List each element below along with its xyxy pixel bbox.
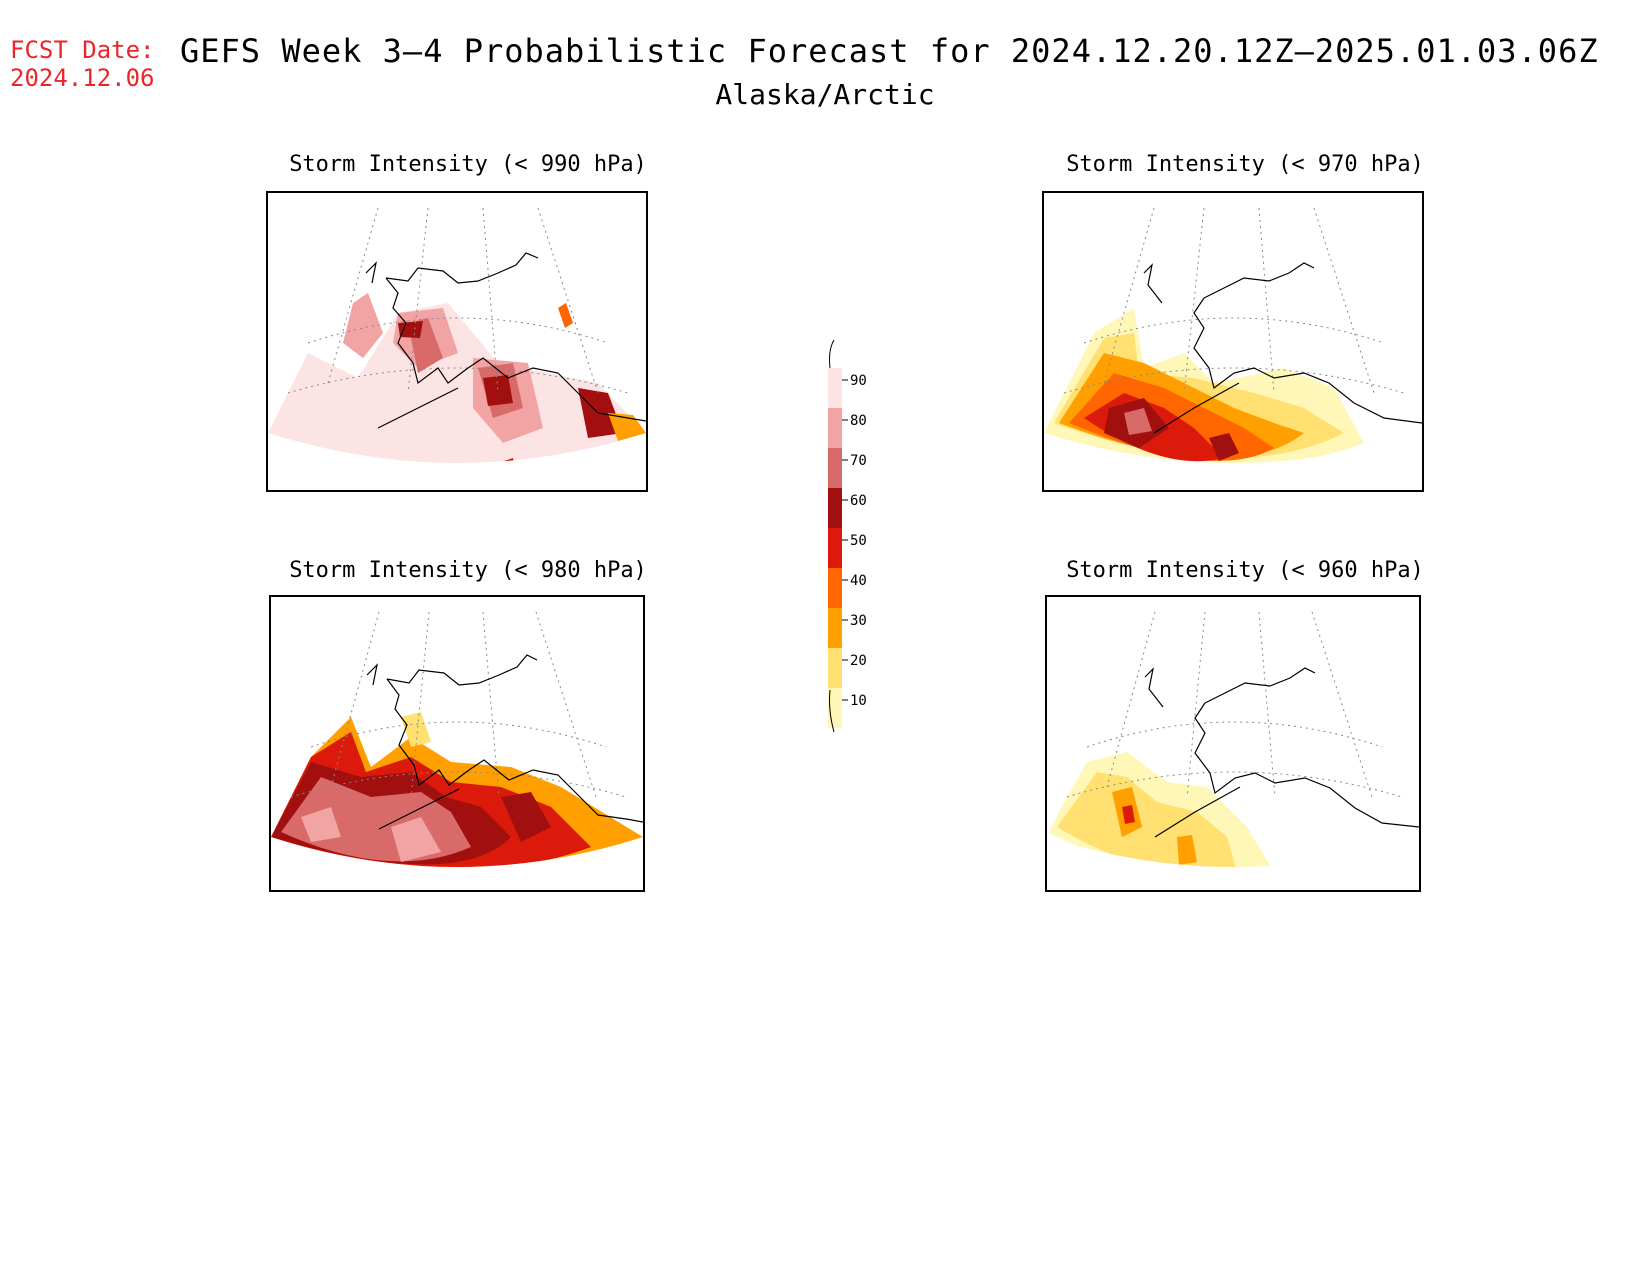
panel-title-960: Storm Intensity (< 960 hPa): [1066, 558, 1424, 583]
map-990: [268, 207, 646, 463]
legend-label-80: 80: [850, 413, 867, 429]
map-panel-980: [269, 595, 645, 892]
graticule-960: [1066, 611, 1403, 798]
legend-label-50: 50: [850, 533, 867, 549]
map-panel-960: [1045, 595, 1421, 892]
probability-fill-960: [1047, 752, 1349, 867]
graticule-980: [290, 611, 627, 798]
coastline-970: [1143, 262, 1422, 434]
legend-colorbar: [828, 339, 848, 733]
legend-label-40: 40: [850, 573, 867, 589]
probability-legend: 90 80 70 60 50 40 30 20 10: [820, 330, 880, 740]
coastline-990: [365, 252, 646, 429]
legend-swatch-80: [828, 408, 842, 448]
graticule-990: [287, 207, 629, 394]
graticule-970: [1063, 207, 1405, 394]
forecast-date-block: FCST Date: 2024.12.06: [10, 36, 155, 92]
legend-swatch-90: [828, 368, 842, 408]
forecast-date-value: 2024.12.06: [10, 64, 155, 92]
map-panel-970: [1042, 191, 1424, 492]
probability-fill-970: [1044, 308, 1364, 463]
map-960: [1047, 611, 1419, 867]
legend-label-10: 10: [850, 693, 867, 709]
probability-fill-990: [268, 293, 646, 463]
panel-title-980: Storm Intensity (< 980 hPa): [289, 558, 647, 583]
legend-label-60: 60: [850, 493, 867, 509]
legend-swatch-50: [828, 528, 842, 568]
legend-label-70: 70: [850, 453, 867, 469]
coastline-960: [1144, 667, 1419, 838]
forecast-date-label: FCST Date:: [10, 36, 155, 64]
legend-label-20: 20: [850, 653, 867, 669]
map-980: [271, 611, 643, 867]
panel-title-970: Storm Intensity (< 970 hPa): [1066, 152, 1424, 177]
legend-swatch-70: [828, 448, 842, 488]
legend-swatch-20: [828, 648, 842, 688]
map-970: [1044, 207, 1422, 463]
coastline-980: [366, 654, 643, 830]
legend-label-30: 30: [850, 613, 867, 629]
map-panel-990: [266, 191, 648, 492]
legend-swatch-10: [828, 688, 842, 728]
page-title: GEFS Week 3–4 Probabilistic Forecast for…: [180, 32, 1599, 70]
legend-swatch-40: [828, 568, 842, 608]
legend-swatch-30: [828, 608, 842, 648]
probability-fill-980: [271, 712, 643, 867]
panel-title-990: Storm Intensity (< 990 hPa): [289, 152, 647, 177]
legend-swatch-60: [828, 488, 842, 528]
region-subtitle: Alaska/Arctic: [715, 78, 935, 111]
legend-label-90: 90: [850, 373, 867, 389]
